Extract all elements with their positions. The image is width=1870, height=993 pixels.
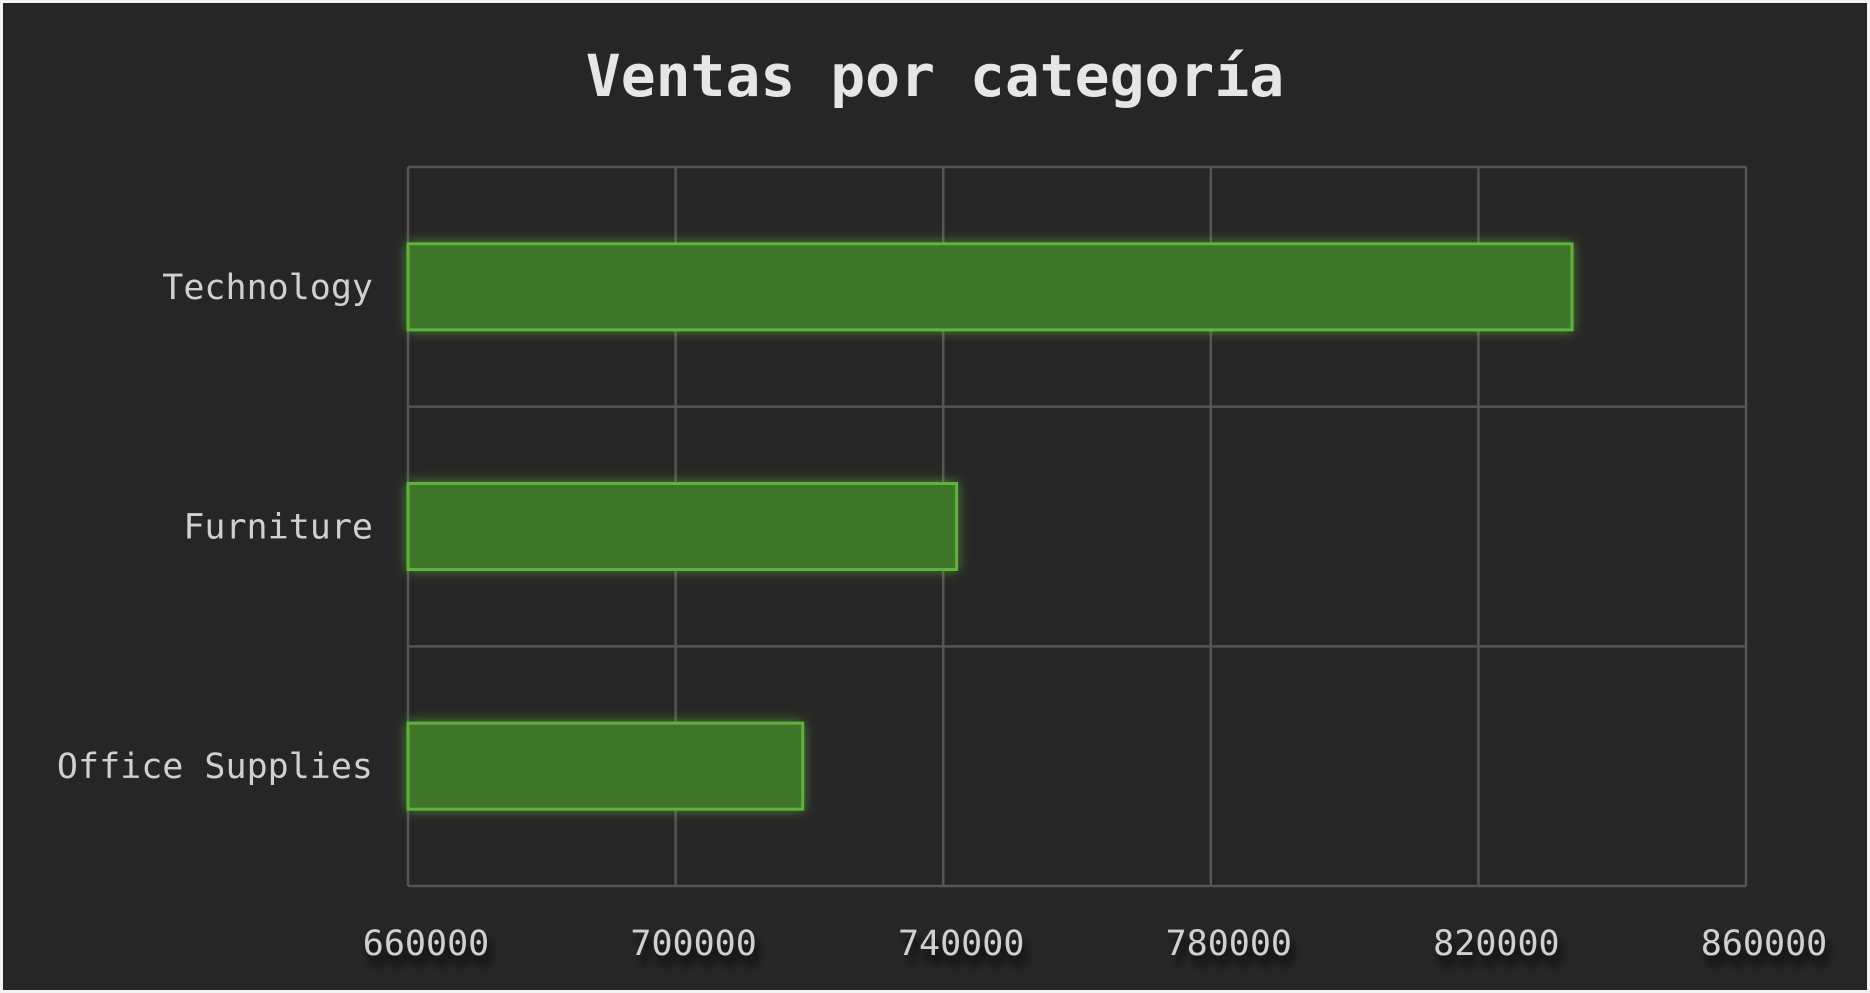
x-tick-label: 820000 <box>1433 924 1559 964</box>
y-axis-tick-labels: Technology Furniture Office Supplies <box>57 268 373 787</box>
x-tick-label: 780000 <box>1166 924 1292 964</box>
bar-chart: Ventas por categoría Technology Furniture… <box>57 42 1827 964</box>
bar-office-supplies <box>406 721 805 811</box>
x-tick-label: 860000 <box>1701 924 1827 964</box>
chart-frame: Ventas por categoría Technology Furniture… <box>3 3 1867 990</box>
bars <box>406 242 1574 811</box>
x-tick-label: 740000 <box>898 924 1024 964</box>
x-tick-label: 660000 <box>363 924 489 964</box>
y-tick-label: Office Supplies <box>57 747 373 787</box>
x-tick-label: 700000 <box>630 924 756 964</box>
bar-furniture <box>406 482 959 571</box>
bar-technology <box>406 242 1574 332</box>
y-tick-label: Technology <box>162 268 373 308</box>
y-tick-label: Furniture <box>183 508 373 548</box>
x-axis-tick-labels: 660000 700000 740000 780000 820000 860000 <box>363 924 1827 964</box>
chart-title: Ventas por categoría <box>586 42 1284 110</box>
